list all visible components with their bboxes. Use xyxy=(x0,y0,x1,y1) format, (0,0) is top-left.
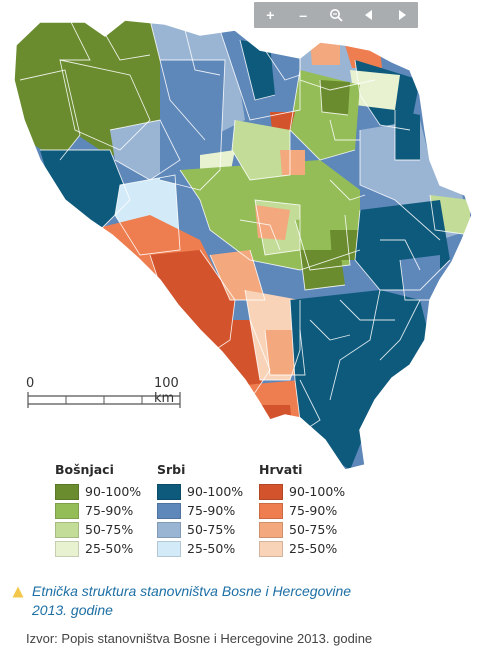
magnifier-icon xyxy=(329,9,343,22)
scale-start-label: 0 xyxy=(26,376,35,391)
legend-item: 50-75% xyxy=(157,520,243,539)
figure-caption: Etnička struktura stanovništva Bosne i H… xyxy=(8,582,478,620)
minus-icon: – xyxy=(299,7,308,23)
region-srbi-75-90-foca[interactable] xyxy=(400,255,440,300)
pan-left-button[interactable] xyxy=(357,4,381,26)
source-note: Izvor: Popis stanovništva Bosne i Herceg… xyxy=(26,631,373,646)
legend-swatch xyxy=(55,521,79,538)
caption-title: Etnička struktura stanovništva Bosne i H… xyxy=(32,583,352,599)
region-srbi-90-100-south[interactable] xyxy=(290,290,430,470)
legend-swatch xyxy=(157,483,181,500)
legend-group-title: Hrvati xyxy=(259,462,303,477)
triangle-icon xyxy=(12,586,24,598)
legend-group: Srbi 90-100% 75-90% 50-75% 25-50% xyxy=(157,462,243,558)
legend-item: 50-75% xyxy=(55,520,141,539)
legend-item: 25-50% xyxy=(55,539,141,558)
caption-title-continued: 2013. godine xyxy=(32,602,113,618)
region-srbi-90-100-zvornik[interactable] xyxy=(395,110,420,160)
legend-label: 50-75% xyxy=(289,522,338,537)
region-hrvati-90-100-neum[interactable] xyxy=(255,405,292,428)
legend-swatch xyxy=(259,540,283,557)
region-bosnjaci-25-50-brcko[interactable] xyxy=(350,70,400,110)
pan-right-button[interactable] xyxy=(390,4,414,26)
legend-group: Bošnjaci 90-100% 75-90% 50-75% 25-50% xyxy=(55,462,141,558)
legend-label: 75-90% xyxy=(187,503,236,518)
legend-item: 75-90% xyxy=(55,501,141,520)
legend-item: 50-75% xyxy=(259,520,345,539)
ethnic-map[interactable] xyxy=(0,0,495,470)
legend-swatch xyxy=(157,521,181,538)
arrow-left-icon xyxy=(364,10,372,20)
scale-bar-graphic xyxy=(27,392,181,408)
region-srbi-90-100-west[interactable] xyxy=(40,150,130,230)
region-srbi-90-100-north[interactable] xyxy=(240,40,275,100)
legend-label: 50-75% xyxy=(187,522,236,537)
legend-label: 90-100% xyxy=(187,484,244,499)
legend-label: 90-100% xyxy=(85,484,142,499)
zoom-in-button[interactable]: + xyxy=(258,4,282,26)
legend-item: 90-100% xyxy=(259,482,345,501)
plus-icon: + xyxy=(266,7,275,23)
region-hrvati-90-100-zepce[interactable] xyxy=(270,112,295,132)
zoom-out-button[interactable]: – xyxy=(291,4,315,26)
legend-group-title: Bošnjaci xyxy=(55,462,114,477)
region-bosnjaci-90-100-cazin[interactable] xyxy=(20,70,80,160)
region-bosnjaci-50-75-zenica[interactable] xyxy=(232,120,290,180)
legend-swatch xyxy=(55,540,79,557)
legend-swatch xyxy=(55,502,79,519)
legend-label: 75-90% xyxy=(289,503,338,518)
zoom-reset-button[interactable] xyxy=(324,4,348,26)
region-bosnjaci-90-100-tuzla[interactable] xyxy=(320,80,350,115)
legend-item: 90-100% xyxy=(157,482,243,501)
legend-label: 75-90% xyxy=(85,503,134,518)
arrow-right-icon xyxy=(398,10,406,20)
legend-item: 25-50% xyxy=(157,539,243,558)
map-legend: Bošnjaci 90-100% 75-90% 50-75% 25-50% Srbi 90-… xyxy=(55,462,355,562)
legend-item: 25-50% xyxy=(259,539,345,558)
legend-swatch xyxy=(259,483,283,500)
country-border xyxy=(13,19,473,470)
region-bosnjaci-90-100-konjic[interactable] xyxy=(300,250,345,290)
map-toolbar: + – xyxy=(254,2,418,28)
legend-label: 25-50% xyxy=(289,541,338,556)
legend-label: 25-50% xyxy=(187,541,236,556)
legend-swatch xyxy=(55,483,79,500)
legend-item: 75-90% xyxy=(259,501,345,520)
legend-swatch xyxy=(259,521,283,538)
scale-bar: 0 100 km xyxy=(26,376,186,410)
legend-label: 25-50% xyxy=(85,541,134,556)
scale-end-label: 100 km xyxy=(154,376,179,406)
region-hrvati-50-75-vitez[interactable] xyxy=(255,205,290,240)
regions xyxy=(14,20,472,470)
region-hrvati-50-75-zenica[interactable] xyxy=(280,150,305,175)
region-hrvati-50-75-prozor[interactable] xyxy=(210,250,265,300)
legend-item: 75-90% xyxy=(157,501,243,520)
legend-item: 90-100% xyxy=(55,482,141,501)
legend-swatch xyxy=(157,540,181,557)
legend-group-title: Srbi xyxy=(157,462,186,477)
legend-group: Hrvati 90-100% 75-90% 50-75% 25-50% xyxy=(259,462,345,558)
legend-swatch xyxy=(259,502,283,519)
legend-swatch xyxy=(157,502,181,519)
legend-label: 50-75% xyxy=(85,522,134,537)
map-svg xyxy=(13,19,473,470)
region-hrvati-50-75-posavina[interactable] xyxy=(310,40,340,65)
legend-label: 90-100% xyxy=(289,484,346,499)
